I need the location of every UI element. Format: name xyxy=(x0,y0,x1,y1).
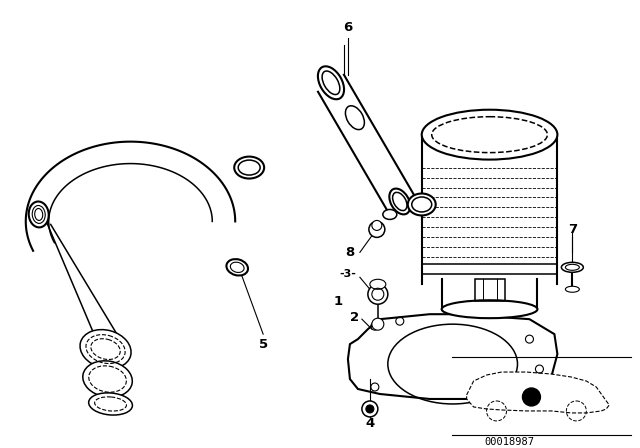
Text: -3-: -3- xyxy=(339,269,356,279)
Ellipse shape xyxy=(83,361,132,397)
Ellipse shape xyxy=(408,194,436,215)
Circle shape xyxy=(372,318,384,330)
Ellipse shape xyxy=(422,110,557,159)
Bar xyxy=(475,279,504,301)
Text: 2: 2 xyxy=(350,310,360,324)
Text: 4: 4 xyxy=(365,418,374,431)
Ellipse shape xyxy=(442,300,538,318)
Text: 6: 6 xyxy=(343,22,353,34)
Circle shape xyxy=(368,284,388,304)
Circle shape xyxy=(366,405,374,413)
Ellipse shape xyxy=(565,286,579,292)
Text: 00018987: 00018987 xyxy=(484,437,534,447)
Ellipse shape xyxy=(383,210,397,220)
Circle shape xyxy=(369,221,385,237)
Ellipse shape xyxy=(389,189,410,215)
Text: 5: 5 xyxy=(259,338,268,351)
Ellipse shape xyxy=(561,263,583,272)
Ellipse shape xyxy=(318,66,344,99)
Text: 7: 7 xyxy=(568,223,577,236)
Ellipse shape xyxy=(234,157,264,179)
Circle shape xyxy=(372,220,382,230)
Polygon shape xyxy=(348,314,557,399)
Ellipse shape xyxy=(89,393,132,415)
Ellipse shape xyxy=(29,202,49,228)
Text: 8: 8 xyxy=(346,246,355,259)
Ellipse shape xyxy=(227,259,248,276)
Text: 1: 1 xyxy=(333,295,342,308)
Circle shape xyxy=(362,401,378,417)
Ellipse shape xyxy=(80,330,131,369)
Circle shape xyxy=(522,388,540,406)
Ellipse shape xyxy=(370,279,386,289)
Polygon shape xyxy=(467,372,609,413)
